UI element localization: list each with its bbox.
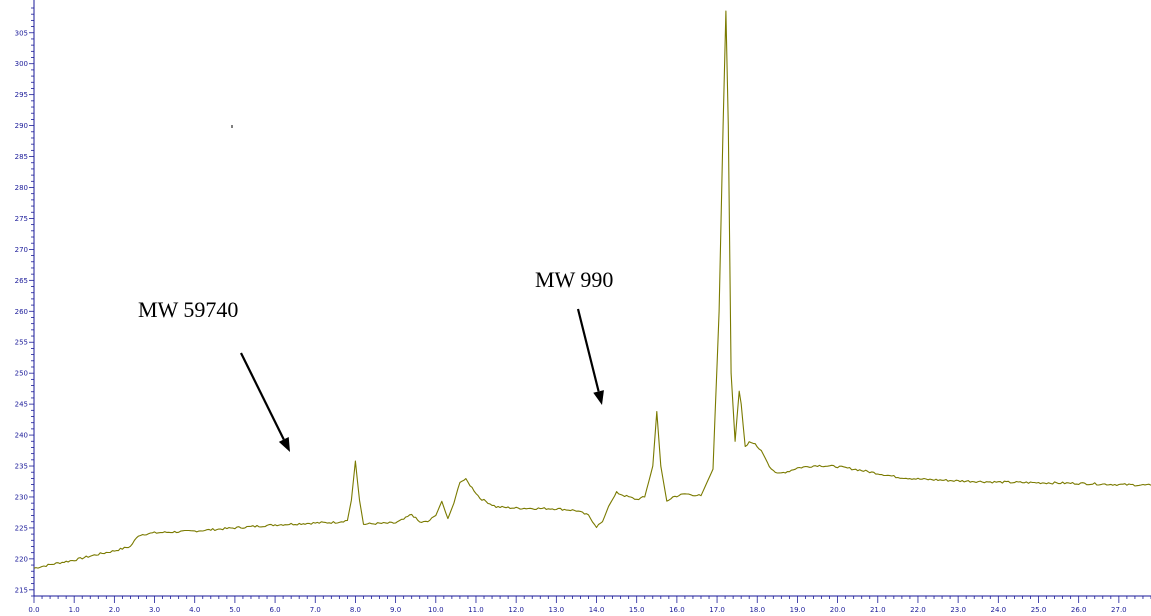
annotation-arrow-head <box>593 390 604 405</box>
x-tick-label: 7.0 <box>310 606 321 614</box>
y-tick-label: 230 <box>15 493 28 501</box>
series-layer <box>33 10 1151 569</box>
x-tick-label: 6.0 <box>270 606 281 614</box>
x-tick-label: 20.0 <box>830 606 846 614</box>
x-tick-label: 8.0 <box>350 606 361 614</box>
x-tick-label: 14.0 <box>589 606 605 614</box>
x-tick-label: 2.0 <box>109 606 120 614</box>
x-tick-label: 15.0 <box>629 606 645 614</box>
y-tick-label: 215 <box>15 586 28 594</box>
x-tick-label: 0.0 <box>28 606 39 614</box>
x-tick-label: 23.0 <box>950 606 966 614</box>
annotation-arrow-head <box>278 437 290 452</box>
x-tick-label: 9.0 <box>390 606 401 614</box>
y-tick-label: 280 <box>15 184 28 192</box>
y-tick-label: 240 <box>15 432 28 440</box>
y-tick-label: 260 <box>15 308 28 316</box>
y-tick-label: 305 <box>15 29 28 37</box>
y-tick-label: 255 <box>15 339 28 347</box>
y-tick-label: 290 <box>15 122 28 130</box>
y-tick-label: 225 <box>15 524 28 532</box>
annotation-arrow-shaft <box>576 308 600 392</box>
annotations-layer: MW 59740 MW 990 <box>138 125 613 452</box>
y-tick-label: 275 <box>15 215 28 223</box>
x-tick-label: 17.0 <box>709 606 725 614</box>
x-tick-label: 25.0 <box>1031 606 1047 614</box>
axes: 0.0 1.0 2.0 3.0 4.0 5.0 6.0 7.0 8.0 9.0 10.0 11.0 12… <box>15 0 1151 614</box>
x-tick-label: 18.0 <box>749 606 765 614</box>
x-tick-label: 24.0 <box>991 606 1007 614</box>
y-tick-label: 285 <box>15 153 28 161</box>
annotation-label: MW 59740 <box>138 297 238 322</box>
y-tick-label: 270 <box>15 246 28 254</box>
y-tick-label: 300 <box>15 60 28 68</box>
x-tick-label: 11.0 <box>468 606 484 614</box>
x-tick-label: 26.0 <box>1071 606 1087 614</box>
x-tick-label: 5.0 <box>229 606 240 614</box>
x-tick-label: 19.0 <box>790 606 806 614</box>
y-tick-label: 245 <box>15 401 28 409</box>
y-tick-label: 235 <box>15 463 28 471</box>
x-tick-label: 1.0 <box>69 606 80 614</box>
x-tick-label: 16.0 <box>669 606 685 614</box>
annotation-label: MW 990 <box>535 267 613 292</box>
y-tick-label: 220 <box>15 555 28 563</box>
x-tick-label: 13.0 <box>549 606 565 614</box>
x-tick-label: 22.0 <box>910 606 926 614</box>
x-tick-label: 21.0 <box>870 606 886 614</box>
series-line <box>33 10 1151 569</box>
y-tick-label: 250 <box>15 370 28 378</box>
annotation-arrow-shaft <box>240 352 285 440</box>
x-tick-label: 12.0 <box>508 606 524 614</box>
y-tick-label: 295 <box>15 91 28 99</box>
x-tick-label: 10.0 <box>428 606 444 614</box>
y-tick-label: 265 <box>15 277 28 285</box>
x-tick-label: 27.0 <box>1111 606 1127 614</box>
x-tick-label: 4.0 <box>189 606 200 614</box>
x-tick-label: 3.0 <box>149 606 160 614</box>
